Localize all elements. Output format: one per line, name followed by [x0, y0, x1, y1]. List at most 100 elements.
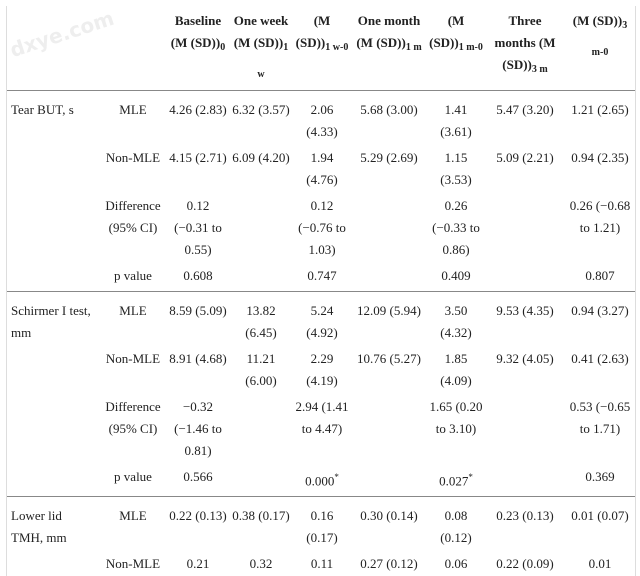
table-row: p value 0.608 0.747 0.409 0.807 [7, 265, 635, 292]
significance-mark: * [468, 472, 473, 482]
column-header: One week (M (SD))1 w [229, 6, 293, 91]
header-text: One month (M (SD)) [356, 13, 421, 50]
header-subscript: 0 [220, 42, 226, 53]
data-cell: 10.76 (5.27) [357, 351, 421, 366]
data-cell: 0.12 (−0.76 to 1.03) [298, 198, 346, 257]
empty-cell [351, 396, 427, 466]
group-label [7, 147, 99, 195]
row-label: Non-MLE [105, 351, 161, 366]
row-label: Non-MLE [105, 556, 161, 572]
data-cell: 6.09 (4.20) [232, 150, 290, 165]
table-row: p value 0.566 0.000* 0.027* 0.369 [7, 466, 635, 497]
header-text: One week (M (SD)) [233, 13, 289, 50]
empty-cell [229, 396, 293, 466]
data-cell: 0.608 [183, 268, 213, 283]
header-subscript: 1 w [257, 42, 289, 80]
empty-cell [229, 466, 293, 497]
table-row: Tear BUT, s MLE 4.26 (2.83) 6.32 (3.57) 2.06… [7, 90, 635, 148]
data-cell: 13.82 (6.45) [245, 303, 277, 340]
empty-cell [351, 195, 427, 265]
column-header: (M (SD))1 w-0 [293, 6, 351, 91]
data-cell: 0.01 (0.07) [571, 508, 629, 524]
group-label: Tear BUT, s [11, 102, 74, 117]
header-subscript: 1 w-0 [325, 42, 349, 53]
significance-mark: * [334, 472, 339, 482]
data-cell: 0.22 (0.09) [496, 556, 554, 572]
data-cell: 0.23 (0.13) [496, 508, 554, 524]
group-label [7, 553, 99, 576]
data-cell: 1.65 (0.20 to 3.10) [429, 399, 483, 436]
table-row: Difference (95% CI) 0.12 (−0.31 to 0.55) 0… [7, 195, 635, 265]
empty-cell [351, 466, 427, 497]
empty-cell [485, 466, 565, 497]
empty-cell [485, 195, 565, 265]
data-cell: 0.409 [441, 268, 471, 283]
empty-cell [485, 265, 565, 292]
data-cell: 0.16 (0.17) [306, 508, 338, 546]
column-header: Baseline (M (SD))0 [167, 6, 229, 91]
data-cell: 1.21 (2.65) [571, 102, 629, 117]
data-cell: 0.94 (3.27) [571, 303, 629, 318]
data-cell: 6.32 (3.57) [232, 102, 290, 117]
row-label: p value [114, 268, 152, 283]
data-cell: 0.26 (−0.33 to 0.86) [432, 198, 480, 257]
empty-cell [485, 396, 565, 466]
table-row: Schirmer I test, mm MLE 8.59 (5.09) 13.82 (… [7, 291, 635, 349]
data-cell: 0.01 [588, 556, 612, 572]
header-subscript: 1 m [405, 42, 422, 53]
data-cell: 0.08 (0.12) [440, 508, 472, 546]
header-text: Baseline (M (SD)) [170, 13, 222, 50]
row-label: p value [114, 469, 152, 484]
group-label [7, 348, 99, 396]
data-cell: 1.15 (3.53) [440, 150, 472, 187]
data-cell: 5.24 (4.92) [306, 303, 338, 340]
data-cell: 5.09 (2.21) [496, 150, 554, 165]
row-label: Difference (95% CI) [105, 198, 161, 235]
group-label [7, 265, 99, 292]
table-row: Lower lid TMH, mm MLE 0.22 (0.13) 0.38 (0.1… [7, 496, 635, 554]
group-label [7, 396, 99, 466]
data-cell: 0.11 [310, 556, 334, 572]
data-cell: 2.29 (4.19) [306, 351, 338, 388]
data-cell: 0.12 (−0.31 to 0.55) [174, 198, 222, 257]
data-cell: 3.50 (4.32) [440, 303, 472, 340]
data-cell: 0.41 (2.63) [571, 351, 629, 366]
row-label: MLE [119, 102, 147, 117]
table-container: Baseline (M (SD))0 One week (M (SD))1 w (M… [6, 6, 636, 576]
data-cell: 1.85 (4.09) [440, 351, 472, 388]
data-cell: 11.21 (6.00) [245, 351, 277, 388]
data-cell: 8.59 (5.09) [169, 303, 227, 318]
data-cell: 0.26 (−0.68 to 1.21) [569, 198, 631, 235]
data-cell: 0.30 (0.14) [360, 508, 418, 524]
data-cell: 0.32 [249, 556, 273, 572]
data-cell: 0.027* [427, 466, 485, 497]
data-cell: 0.22 (0.13) [169, 508, 227, 524]
data-cell: 0.807 [585, 268, 615, 283]
table-row: Difference (95% CI) −0.32 (−1.46 to 0.81)… [7, 396, 635, 466]
table-row: Non-MLE 4.15 (2.71) 6.09 (4.20) 1.94 (4.76)… [7, 147, 635, 195]
data-cell: 0.369 [585, 469, 615, 484]
header-text: Three months (M (SD)) [494, 13, 556, 72]
data-cell: 0.566 [183, 469, 213, 484]
blank-header [7, 6, 99, 91]
data-cell: 2.94 (1.41 to 4.47) [295, 399, 349, 436]
group-label [7, 466, 99, 497]
column-header: (M (SD))1 m-0 [427, 6, 485, 91]
data-cell: 0.21 [186, 556, 210, 572]
data-cell: 0.000* [293, 466, 351, 497]
table-row: Non-MLE 8.91 (4.68) 11.21 (6.00) 2.29 (4.19… [7, 348, 635, 396]
data-cell: 9.32 (4.05) [496, 351, 554, 366]
data-cell: −0.32 (−1.46 to 0.81) [174, 399, 222, 458]
data-cell: 12.09 (5.94) [357, 303, 421, 318]
data-cell: 0.06 [444, 556, 468, 572]
group-label [7, 195, 99, 265]
header-text: (M (SD)) [572, 13, 623, 28]
column-header: Three months (M (SD))3 m [485, 6, 565, 91]
data-cell: 1.94 (4.76) [306, 150, 338, 187]
data-cell: 1.41 (3.61) [440, 102, 472, 139]
cell-value: 0.027 [439, 473, 469, 489]
data-cell: 5.68 (3.00) [360, 102, 418, 117]
table-row: Non-MLE 0.21 0.32 0.11 0.27 (0.12) 0.06 0.22 (… [7, 553, 635, 576]
header-subscript: 3 m [531, 64, 548, 75]
